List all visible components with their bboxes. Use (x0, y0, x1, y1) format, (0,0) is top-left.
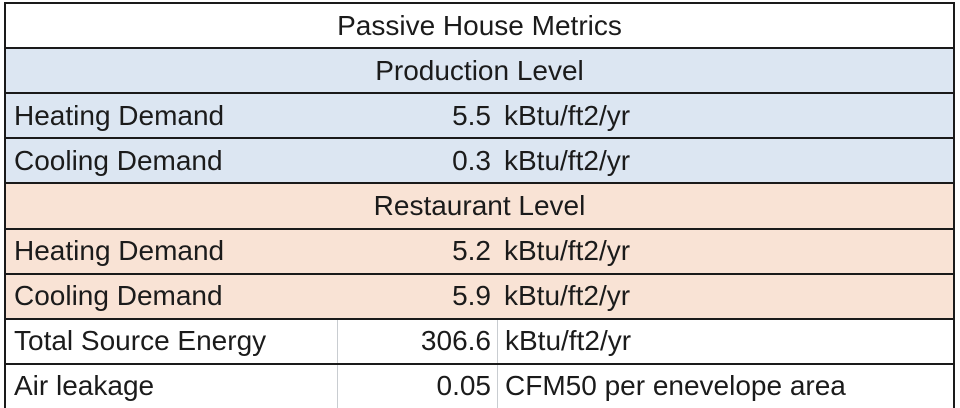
metric-label: Air leakage (14, 370, 155, 402)
metric-value: 5.2 (452, 235, 491, 267)
metric-label: Heating Demand (14, 99, 225, 131)
table-row-production-heating: Heating Demand 5.5 kBtu/ft2/yr (6, 92, 953, 138)
metric-value: 0.3 (452, 144, 491, 176)
section-row-production: Production Level (6, 47, 953, 93)
metric-unit: CFM50 per enevelope area (497, 364, 953, 408)
section-row-restaurant: Restaurant Level (6, 182, 953, 228)
table-row-air-leakage: Air leakage 0.05 CFM50 per enevelope are… (6, 362, 953, 408)
metric-value: 306.6 (337, 319, 497, 363)
table-row-restaurant-cooling: Cooling Demand 5.9 kBtu/ft2/yr (6, 272, 953, 318)
table-row-restaurant-heating: Heating Demand 5.2 kBtu/ft2/yr (6, 227, 953, 273)
metric-label: Heating Demand (14, 235, 225, 267)
metric-value: 5.9 (452, 280, 491, 312)
metric-label: Cooling Demand (14, 144, 223, 176)
metric-label: Total Source Energy (14, 325, 267, 357)
section-header-restaurant: Restaurant Level (373, 189, 586, 221)
metric-unit: kBtu/ft2/yr (504, 144, 631, 176)
metric-unit: kBtu/ft2/yr (497, 319, 953, 363)
table-title: Passive House Metrics (337, 9, 622, 41)
title-row: Passive House Metrics (6, 4, 953, 47)
table-row-production-cooling: Cooling Demand 0.3 kBtu/ft2/yr (6, 137, 953, 183)
metric-value: 0.05 (337, 364, 497, 408)
metric-label: Cooling Demand (14, 280, 223, 312)
metric-unit: kBtu/ft2/yr (504, 235, 631, 267)
section-header-production: Production Level (375, 54, 584, 86)
metric-unit: kBtu/ft2/yr (504, 99, 631, 131)
passive-house-metrics-table: Passive House Metrics Production Level H… (4, 2, 955, 408)
metric-unit: kBtu/ft2/yr (504, 280, 631, 312)
metric-value: 5.5 (452, 99, 491, 131)
table-row-total-source-energy: Total Source Energy 306.6 kBtu/ft2/yr (6, 317, 953, 363)
